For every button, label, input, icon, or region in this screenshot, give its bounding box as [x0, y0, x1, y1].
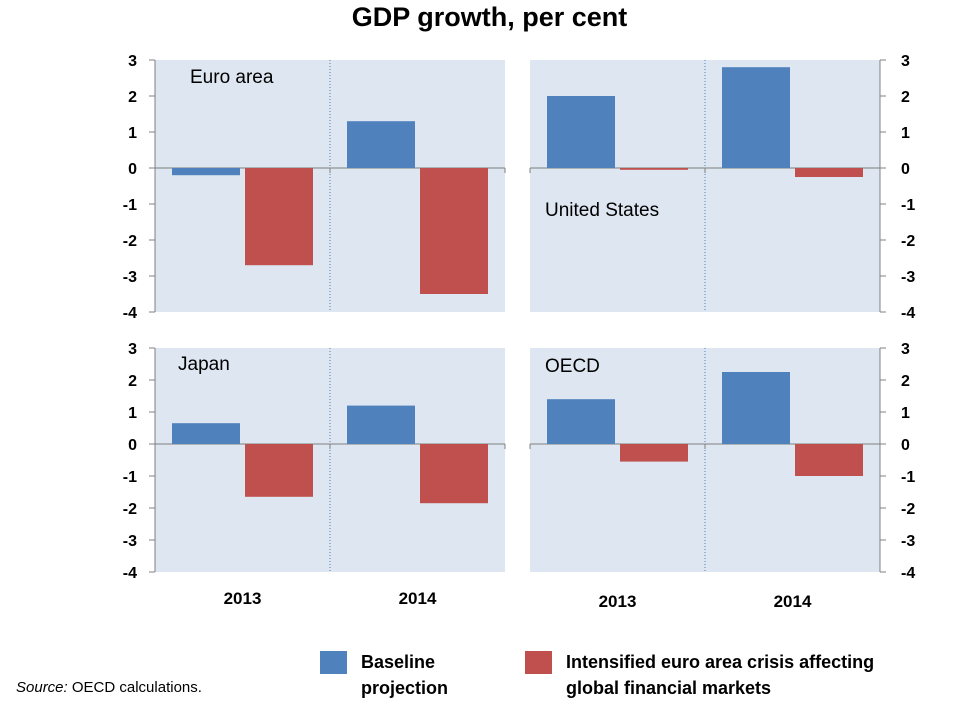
- y-tick-label: 0: [128, 437, 137, 454]
- source-text: OECD calculations.: [71, 679, 202, 696]
- bar-united-states-2014-baseline: [722, 67, 790, 168]
- y-tick-label: 1: [901, 125, 910, 142]
- bar-euro-area-2013-crisis: [245, 168, 313, 266]
- bar-united-states-2013-baseline: [547, 96, 615, 168]
- x-category-label: 2014: [399, 589, 437, 608]
- y-tick-label: -3: [901, 269, 915, 286]
- bar-oecd-2013-baseline: [547, 399, 615, 444]
- bar-oecd-2014-crisis: [795, 444, 863, 476]
- y-tick-label: -4: [901, 565, 915, 582]
- y-tick-label: -3: [123, 269, 137, 286]
- panel-title-japan: Japan: [178, 354, 230, 375]
- legend-swatch-crisis: [525, 651, 552, 674]
- y-tick-label: -3: [901, 533, 915, 550]
- y-tick-label: 2: [128, 373, 137, 390]
- y-tick-label: 1: [128, 405, 137, 422]
- y-tick-label: 3: [901, 53, 910, 70]
- x-category-label: 2013: [599, 592, 637, 611]
- y-tick-label: 0: [901, 437, 910, 454]
- legend-label-crisis: Intensified euro area crisis affecting g…: [566, 652, 875, 698]
- y-tick-label: -4: [123, 565, 137, 582]
- y-tick-label: -2: [901, 233, 915, 250]
- y-tick-label: -2: [123, 501, 137, 518]
- y-tick-label: 1: [901, 405, 910, 422]
- x-category-label: 2013: [224, 589, 262, 608]
- chart-title: GDP growth, per cent: [351, 2, 628, 32]
- y-tick-label: -1: [901, 197, 915, 214]
- y-tick-label: 0: [128, 161, 137, 178]
- bar-japan-2014-crisis: [420, 444, 488, 504]
- bar-oecd-2013-crisis: [620, 444, 688, 462]
- y-tick-label: -1: [123, 469, 137, 486]
- bar-japan-2014-baseline: [347, 405, 415, 444]
- y-tick-label: 3: [128, 53, 137, 70]
- y-tick-label: -4: [901, 305, 915, 322]
- bar-united-states-2013-crisis: [620, 168, 688, 170]
- x-category-label: 2014: [774, 592, 812, 611]
- y-tick-label: 3: [901, 341, 910, 358]
- y-tick-label: -2: [123, 233, 137, 250]
- bar-euro-area-2014-baseline: [347, 121, 415, 168]
- y-tick-label: -1: [123, 197, 137, 214]
- y-tick-label: -2: [901, 501, 915, 518]
- y-tick-label: 1: [128, 125, 137, 142]
- y-tick-label: 3: [128, 341, 137, 358]
- legend-label-baseline: Baseline projection: [361, 652, 449, 698]
- legend-item-baseline: Baseline projection: [320, 649, 448, 701]
- bar-euro-area-2013-baseline: [172, 168, 240, 176]
- panel-title-oecd: OECD: [545, 356, 600, 377]
- legend-item-crisis: Intensified euro area crisis affecting g…: [525, 649, 874, 701]
- bar-japan-2013-crisis: [245, 444, 313, 497]
- legend-swatch-baseline: [320, 651, 347, 674]
- y-tick-label: 2: [901, 373, 910, 390]
- y-tick-label: 2: [128, 89, 137, 106]
- bar-japan-2013-baseline: [172, 423, 240, 444]
- source-note: Source: OECD calculations.: [16, 679, 202, 696]
- y-tick-label: 2: [901, 89, 910, 106]
- panel-title-united-states: United States: [545, 200, 659, 221]
- bar-euro-area-2014-crisis: [420, 168, 488, 294]
- y-tick-label: -1: [901, 469, 915, 486]
- y-tick-label: -4: [123, 305, 137, 322]
- source-label: Source:: [16, 679, 68, 696]
- y-tick-label: 0: [901, 161, 910, 178]
- bar-united-states-2014-crisis: [795, 168, 863, 177]
- panel-title-euro-area: Euro area: [190, 67, 274, 88]
- y-tick-label: -3: [123, 533, 137, 550]
- bar-oecd-2014-baseline: [722, 372, 790, 444]
